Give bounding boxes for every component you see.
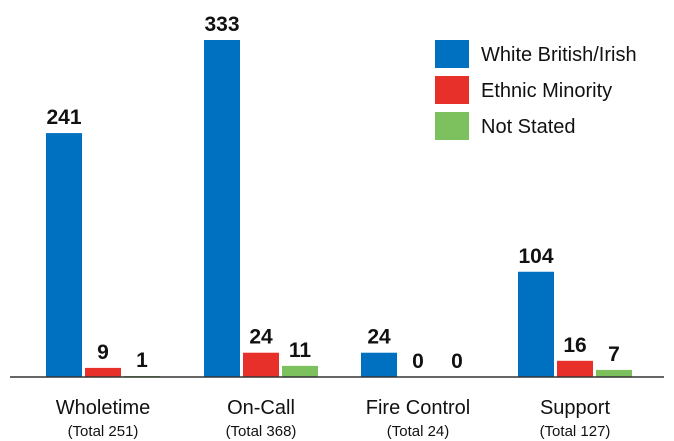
data-label: 16 <box>563 334 586 357</box>
bar <box>361 352 397 377</box>
data-label: 11 <box>289 339 312 362</box>
data-label: 1 <box>136 349 148 372</box>
category-label: Wholetime <box>56 397 150 419</box>
data-label: 7 <box>608 343 620 366</box>
bar <box>204 40 240 377</box>
bar <box>85 367 121 377</box>
category-label: Fire Control <box>366 397 470 419</box>
legend-label: Ethnic Minority <box>481 80 612 102</box>
data-label: 241 <box>46 106 81 129</box>
bar <box>557 360 593 377</box>
data-label: 0 <box>451 350 463 373</box>
data-label: 24 <box>367 326 391 349</box>
category-total-label: (Total 368) <box>226 423 297 440</box>
value-labels-layer: 241 9 1 333 24 11 24 0 0 104 16 7 <box>46 13 619 373</box>
legend-swatch <box>435 76 469 104</box>
legend-label: White British/Irish <box>481 44 637 66</box>
bars-layer <box>46 40 632 377</box>
category-labels-layer: Wholetime (Total 251) On-Call (Total 368) Fi… <box>56 397 611 440</box>
legend-swatch <box>435 40 469 68</box>
legend-label: Not Stated <box>481 116 576 138</box>
category-label: On-Call <box>227 397 295 419</box>
bar <box>46 133 82 377</box>
category-total-label: (Total 127) <box>540 423 611 440</box>
bar <box>518 271 554 377</box>
bar <box>596 369 632 377</box>
category-total-label: (Total 24) <box>387 423 450 440</box>
data-label: 0 <box>412 350 424 373</box>
data-label: 104 <box>518 245 553 268</box>
data-label: 333 <box>204 13 239 36</box>
category-label: Support <box>540 397 610 419</box>
bar <box>282 365 318 377</box>
bar <box>243 352 279 377</box>
category-total-label: (Total 251) <box>68 423 139 440</box>
data-label: 9 <box>97 341 109 364</box>
legend: White British/Irish Ethnic Minority Not St… <box>435 40 637 140</box>
data-label: 24 <box>249 326 273 349</box>
legend-swatch <box>435 112 469 140</box>
